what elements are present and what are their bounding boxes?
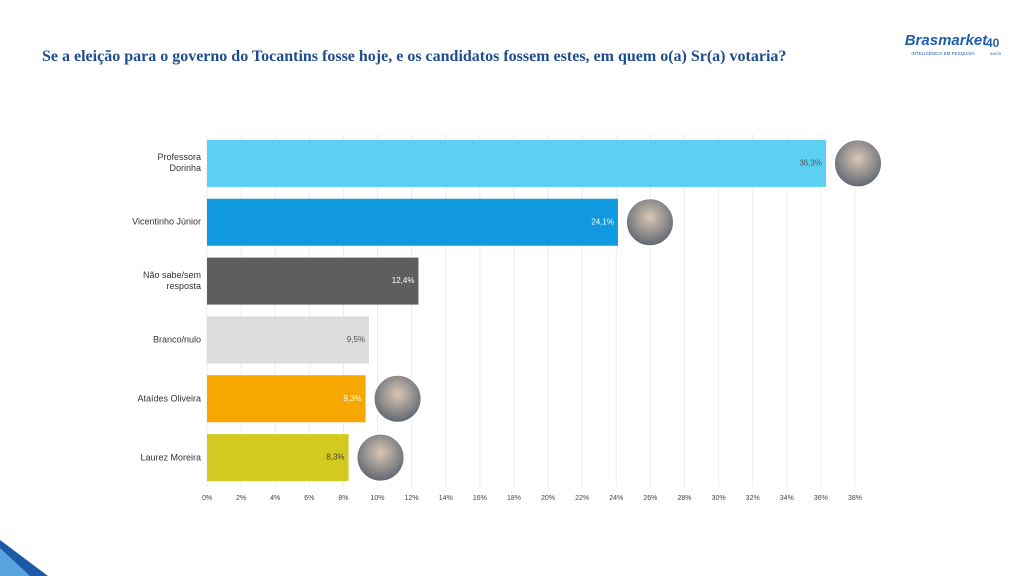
value-label: 36,3% [799, 159, 822, 168]
x-tick-label: 6% [304, 495, 314, 502]
value-label: 9,5% [347, 335, 365, 344]
corner-decoration [0, 548, 30, 576]
candidate-photo [833, 138, 884, 189]
y-tick-label: Laurez Moreira [140, 452, 201, 463]
x-tick-label: 22% [575, 495, 589, 502]
logo-name: Brasmarket [905, 32, 989, 49]
x-tick-label: 12% [405, 495, 419, 502]
x-tick-label: 24% [609, 495, 623, 502]
candidate-photo [372, 373, 423, 424]
x-tick-label: 8% [338, 495, 348, 502]
x-tick-label: 10% [371, 495, 385, 502]
value-label: 24,1% [591, 217, 614, 226]
bar [207, 316, 369, 364]
x-tick-label: 32% [746, 495, 760, 502]
x-tick-label: 18% [507, 495, 521, 502]
value-label: 8,3% [326, 453, 344, 462]
x-tick-label: 16% [473, 495, 487, 502]
x-tick-label: 0% [202, 495, 212, 502]
bar [207, 198, 618, 246]
y-tick-label: Não sabe/sem resposta [142, 270, 201, 292]
chart-title: Se a eleição para o governo do Tocantins… [42, 48, 787, 65]
y-tick-label: Vicentinho Júnior [132, 216, 201, 227]
x-tick-label: 28% [677, 495, 691, 502]
x-tick-label: 4% [270, 495, 280, 502]
x-tick-label: 30% [712, 495, 726, 502]
candidate-photo [624, 197, 675, 248]
x-tick-label: 34% [780, 495, 794, 502]
logo-years: 40 [986, 36, 1000, 50]
candidate-photo [355, 432, 406, 483]
y-tick-label: Professora Dorinha [157, 152, 201, 174]
x-tick-label: 36% [814, 495, 828, 502]
x-tick-label: 38% [848, 495, 862, 502]
bar [207, 257, 419, 305]
x-tick-label: 26% [643, 495, 657, 502]
bar [207, 139, 827, 187]
bar [207, 375, 366, 423]
logo-tagline: INTELIGÊNCIA EM PESQUISA [911, 49, 974, 56]
x-tick-label: 20% [541, 495, 555, 502]
bar [207, 434, 349, 482]
value-label: 9,3% [343, 394, 361, 403]
y-tick-label: Branco/nulo [152, 334, 201, 345]
logo-years-label: ANOS [990, 51, 1002, 56]
value-label: 12,4% [392, 276, 415, 285]
x-tick-label: 14% [439, 495, 453, 502]
y-tick-label: Ataídes Oliveira [137, 393, 201, 404]
x-tick-label: 2% [236, 495, 246, 502]
